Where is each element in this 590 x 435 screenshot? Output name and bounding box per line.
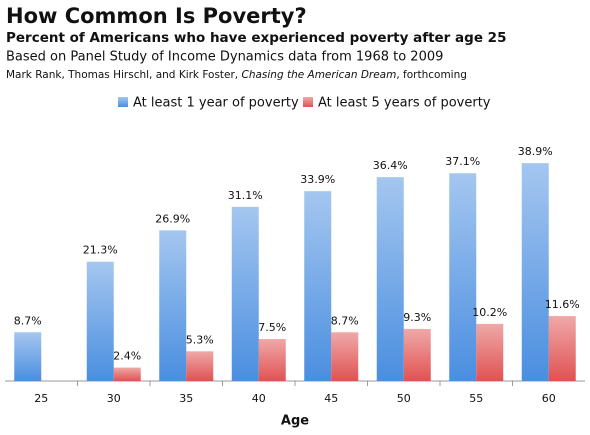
x-tick-label: 55 (469, 392, 483, 405)
bar (521, 163, 549, 381)
bar (113, 367, 141, 381)
chart-subtitle: Percent of Americans who have experience… (6, 30, 506, 46)
value-label: 2.4% (113, 350, 141, 363)
chart-description: Based on Panel Study of Income Dynamics … (6, 50, 443, 65)
value-label: 33.9% (300, 173, 335, 186)
legend-swatch (303, 97, 313, 107)
value-label: 26.9% (155, 212, 190, 225)
chart-title: How Common Is Poverty? (6, 4, 307, 28)
x-tick-label: 30 (107, 392, 121, 405)
x-tick-label: 45 (324, 392, 338, 405)
bar (476, 323, 504, 381)
source-text: , forthcoming (396, 69, 467, 81)
source-book: Chasing the American Dream (241, 69, 396, 81)
source-text: Mark Rank, Thomas Hirschl, and Kirk Fost… (6, 69, 241, 81)
value-label: 8.7% (14, 314, 42, 327)
x-tick-label: 50 (397, 392, 411, 405)
value-label: 10.2% (472, 306, 507, 319)
legend-swatch (118, 97, 128, 107)
legend-label: At least 1 year of poverty (133, 96, 299, 111)
bar (376, 177, 404, 381)
value-label: 5.3% (186, 333, 214, 346)
bar (159, 230, 187, 381)
bar (14, 332, 42, 381)
value-label: 21.3% (83, 244, 118, 257)
bar (231, 206, 259, 381)
value-label: 37.1% (445, 155, 480, 168)
x-tick-label: 40 (252, 392, 266, 405)
bar (258, 339, 286, 381)
x-axis-title: Age (281, 414, 309, 429)
value-label: 31.1% (228, 189, 263, 202)
value-label: 11.6% (545, 298, 580, 311)
value-label: 36.4% (373, 159, 408, 172)
value-label: 38.9% (518, 145, 553, 158)
legend-label: At least 5 years of poverty (318, 96, 491, 111)
x-tick-label: 60 (542, 392, 556, 405)
bar (186, 351, 214, 381)
x-tick-label: 25 (34, 392, 48, 405)
bar (403, 328, 431, 381)
bar (449, 173, 477, 381)
value-label: 8.7% (331, 314, 359, 327)
chart-source: Mark Rank, Thomas Hirschl, and Kirk Fost… (6, 69, 467, 81)
bar (86, 261, 114, 381)
x-tick-label: 35 (179, 392, 193, 405)
value-label: 7.5% (258, 321, 286, 334)
bar (548, 316, 576, 381)
bar (304, 191, 332, 381)
value-label: 9.3% (403, 311, 431, 324)
bar (331, 332, 359, 381)
